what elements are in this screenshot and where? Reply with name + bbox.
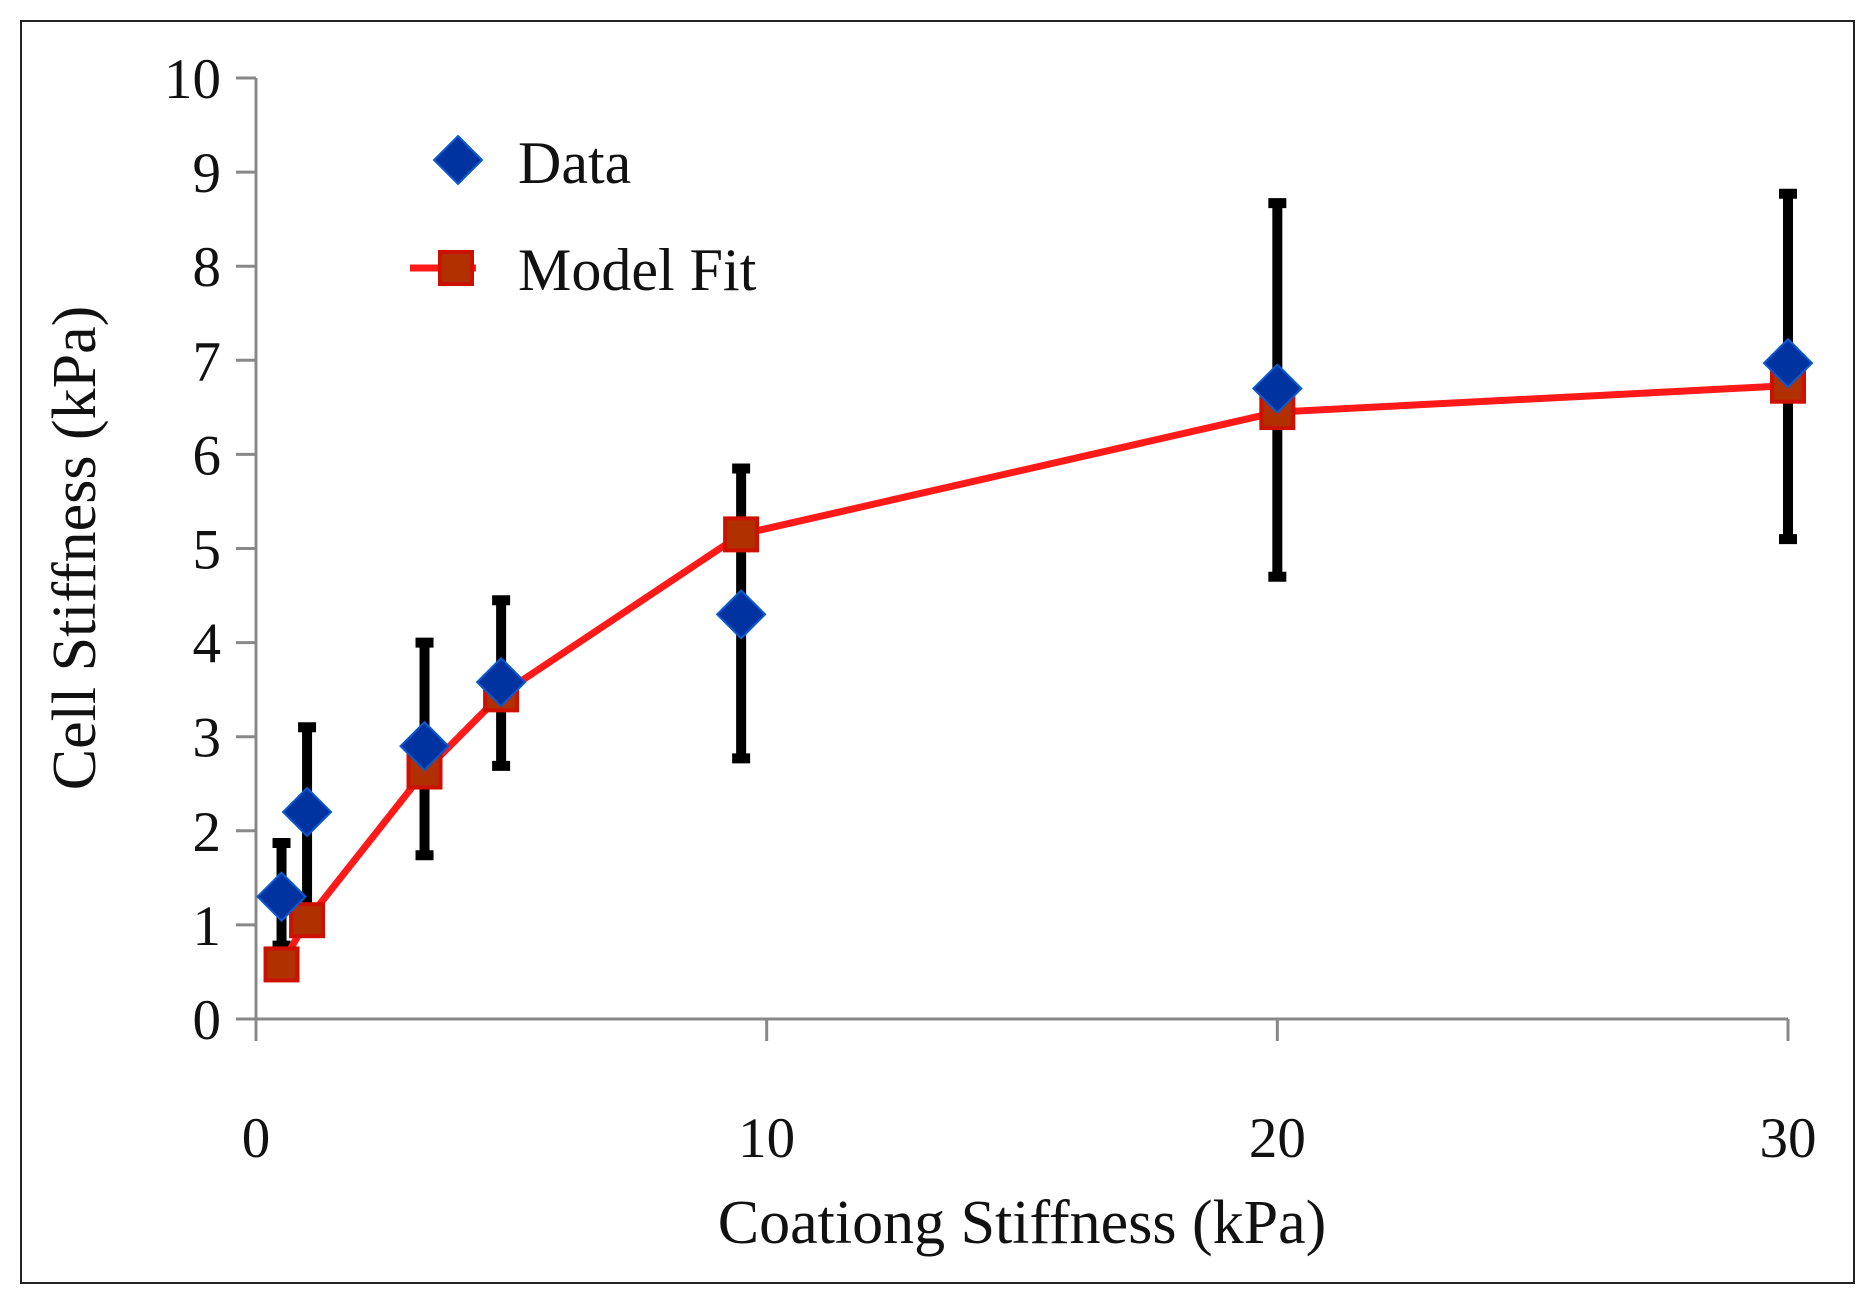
data-point: [1762, 337, 1814, 389]
model-fit-point: [723, 516, 760, 553]
data-point: [281, 786, 333, 838]
y-tick-label: 2: [193, 801, 222, 864]
y-tick-label: 10: [164, 48, 221, 111]
x-tick-label: 20: [1249, 1107, 1306, 1170]
x-tick-label: 0: [242, 1107, 271, 1170]
legend-model-marker: [438, 250, 474, 286]
model-fit-point: [289, 902, 326, 939]
data-point: [715, 588, 767, 640]
legend-data-marker: [432, 134, 484, 186]
error-bars: [272, 188, 1797, 951]
y-tick-label: 3: [193, 707, 222, 770]
legend-model-label: Model Fit: [518, 237, 757, 303]
y-tick-label: 7: [193, 330, 222, 393]
axes: 0 1 2 3 4 5 6 7 8 9 10 0 10 20 30: [164, 48, 1817, 1170]
series-markers: [256, 337, 1814, 983]
x-tick-label: 30: [1760, 1107, 1817, 1170]
y-tick-label: 6: [193, 424, 222, 487]
x-tick-label: 10: [738, 1107, 795, 1170]
y-tick-label: 0: [193, 989, 222, 1052]
y-tick-label: 8: [193, 236, 222, 299]
x-axis-label: Coationg Stiffness (kPa): [718, 1189, 1327, 1257]
legend: Data Model Fit: [410, 130, 757, 303]
y-tick-label: 5: [193, 519, 222, 582]
data-point: [1251, 363, 1303, 414]
y-tick-label: 4: [193, 613, 222, 676]
figure-frame: [20, 20, 1855, 1284]
y-axis-label: Cell Stiffness (kPa): [41, 306, 109, 791]
y-tick-label: 9: [193, 142, 222, 205]
data-point: [256, 871, 307, 923]
data-point: [399, 720, 450, 772]
model-fit-point: [263, 946, 300, 983]
data-point: [475, 656, 527, 708]
legend-data-label: Data: [518, 130, 631, 196]
y-tick-label: 1: [193, 895, 222, 958]
